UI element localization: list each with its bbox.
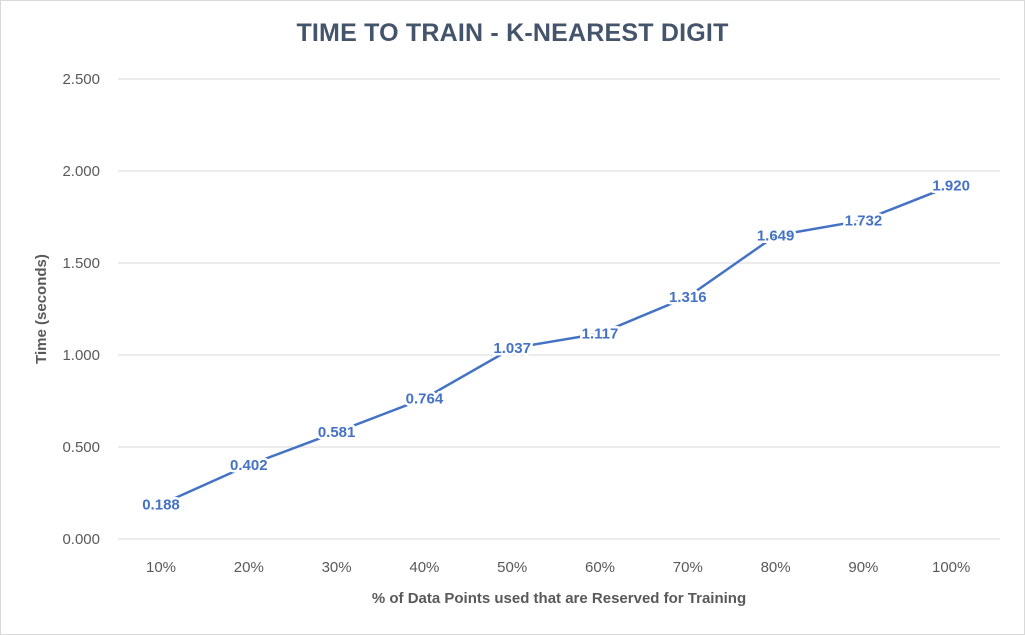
- data-label-halo: 0.402: [230, 457, 268, 474]
- y-tick-label: 1.000: [62, 347, 100, 364]
- data-label: 1.732: [845, 212, 883, 229]
- x-tick-label: 60%: [585, 559, 615, 576]
- data-label-halo: 1.649: [757, 228, 795, 245]
- y-axis-ticks: 0.000 0.500 1.000 1.500 2.000 2.500: [62, 71, 100, 548]
- x-axis-ticks: 10% 20% 30% 40% 50% 60% 70% 80% 90% 100%: [146, 559, 970, 576]
- chart-title: TIME TO TRAIN - K-NEAREST DIGIT: [296, 19, 729, 47]
- data-label: 0.764: [406, 390, 444, 407]
- data-label-halo: 0.581: [318, 424, 356, 441]
- series-group: [159, 184, 953, 506]
- x-tick-label: 20%: [234, 559, 264, 576]
- x-tick-label: 70%: [673, 559, 703, 576]
- y-tick-label: 0.500: [62, 439, 100, 456]
- data-label: 1.920: [932, 178, 970, 195]
- x-tick-label: 10%: [146, 559, 176, 576]
- y-tick-label: 0.000: [62, 531, 100, 548]
- y-tick-label: 1.500: [62, 255, 100, 272]
- data-label-halo: 0.764: [406, 390, 444, 407]
- data-label-halo: 1.117: [582, 325, 619, 342]
- y-tick-label: 2.500: [62, 71, 100, 88]
- data-label: 1.117: [582, 325, 619, 342]
- gridlines: [118, 78, 1000, 540]
- data-label: 1.316: [669, 289, 707, 306]
- x-tick-label: 80%: [761, 559, 791, 576]
- x-tick-label: 50%: [497, 559, 527, 576]
- data-label-halo: 1.316: [669, 289, 707, 306]
- x-axis-title: % of Data Points used that are Reserved …: [372, 590, 746, 607]
- data-label-halo: 0.188: [142, 496, 180, 513]
- x-tick-label: 90%: [848, 559, 878, 576]
- data-label-halo: 1.920: [932, 178, 970, 195]
- x-tick-label: 40%: [409, 559, 439, 576]
- data-label: 1.037: [493, 340, 531, 357]
- data-labels: 0.1880.1880.4020.4020.5810.5810.7640.764…: [140, 175, 973, 516]
- x-tick-label: 30%: [322, 559, 352, 576]
- data-label: 0.402: [230, 457, 268, 474]
- data-label-halo: 1.732: [845, 212, 883, 229]
- data-label-halo: 1.037: [493, 340, 531, 357]
- y-axis-title: Time (seconds): [33, 254, 50, 364]
- data-label: 0.188: [142, 496, 180, 513]
- data-label: 1.649: [757, 228, 795, 245]
- series-line: [159, 184, 953, 506]
- x-tick-label: 100%: [932, 559, 970, 576]
- data-label: 0.581: [318, 424, 356, 441]
- y-tick-label: 2.000: [62, 163, 100, 180]
